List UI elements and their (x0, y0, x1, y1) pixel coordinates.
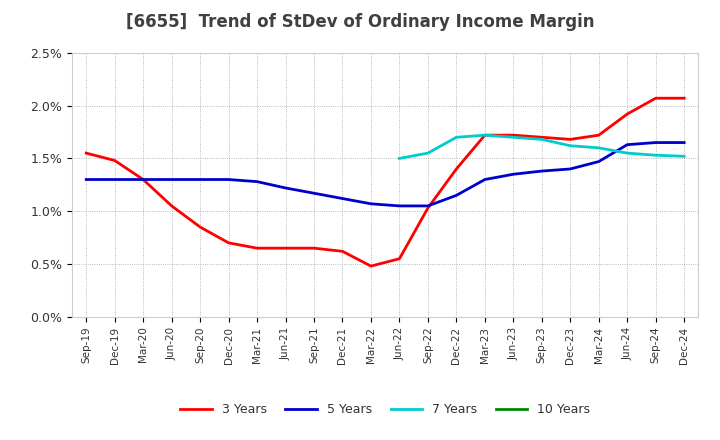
7 Years (623, 150, 631, 156)
7 Years (566, 143, 575, 148)
5 Years (167, 177, 176, 182)
5 Years (652, 140, 660, 145)
3 Years (509, 132, 518, 138)
5 Years (282, 185, 290, 191)
5 Years (566, 166, 575, 172)
3 Years (395, 256, 404, 261)
3 Years (253, 246, 261, 251)
3 Years (110, 158, 119, 163)
3 Years (537, 135, 546, 140)
5 Years (537, 169, 546, 174)
3 Years (595, 132, 603, 138)
Line: 5 Years: 5 Years (86, 143, 684, 206)
3 Years (225, 240, 233, 246)
3 Years (623, 111, 631, 117)
5 Years (310, 191, 318, 196)
5 Years (509, 172, 518, 177)
5 Years (110, 177, 119, 182)
Legend: 3 Years, 5 Years, 7 Years, 10 Years: 3 Years, 5 Years, 7 Years, 10 Years (176, 399, 595, 422)
3 Years (82, 150, 91, 156)
3 Years (652, 95, 660, 101)
5 Years (82, 177, 91, 182)
3 Years (680, 95, 688, 101)
7 Years (595, 145, 603, 150)
7 Years (395, 156, 404, 161)
7 Years (537, 137, 546, 142)
5 Years (395, 203, 404, 209)
5 Years (225, 177, 233, 182)
7 Years (509, 135, 518, 140)
5 Years (452, 193, 461, 198)
7 Years (452, 135, 461, 140)
5 Years (253, 179, 261, 184)
3 Years (480, 132, 489, 138)
3 Years (566, 137, 575, 142)
3 Years (139, 177, 148, 182)
7 Years (480, 132, 489, 138)
7 Years (423, 150, 432, 156)
5 Years (623, 142, 631, 147)
5 Years (595, 159, 603, 164)
3 Years (338, 249, 347, 254)
7 Years (652, 153, 660, 158)
3 Years (310, 246, 318, 251)
5 Years (139, 177, 148, 182)
Line: 3 Years: 3 Years (86, 98, 684, 266)
Line: 7 Years: 7 Years (400, 135, 684, 158)
5 Years (338, 196, 347, 201)
5 Years (196, 177, 204, 182)
3 Years (423, 205, 432, 211)
3 Years (366, 264, 375, 269)
5 Years (480, 177, 489, 182)
3 Years (196, 224, 204, 230)
3 Years (282, 246, 290, 251)
Text: [6655]  Trend of StDev of Ordinary Income Margin: [6655] Trend of StDev of Ordinary Income… (126, 13, 594, 31)
5 Years (423, 203, 432, 209)
5 Years (680, 140, 688, 145)
5 Years (366, 201, 375, 206)
3 Years (167, 203, 176, 209)
7 Years (680, 154, 688, 159)
3 Years (452, 166, 461, 172)
